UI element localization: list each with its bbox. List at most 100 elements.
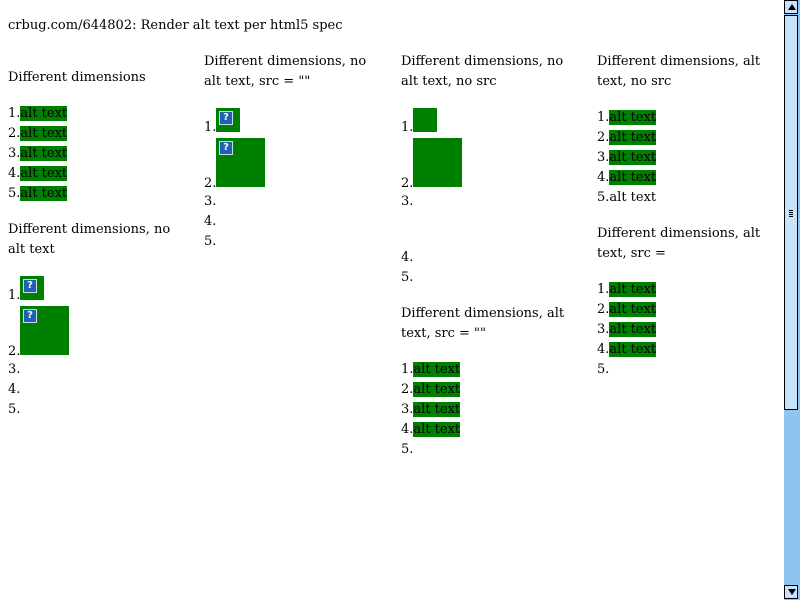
list-item: 3.alt text (401, 400, 461, 420)
broken-image: ? (20, 276, 44, 300)
scroll-up-button[interactable] (784, 0, 798, 14)
image-alt-text: alt text (609, 190, 657, 205)
image-alt-text: alt text (609, 110, 657, 125)
list-marker: 1. (8, 106, 21, 121)
list-item: 2.alt text (597, 300, 657, 320)
list-marker: 5. (204, 234, 217, 249)
arrow-down-icon (788, 589, 796, 595)
image-alt-text: alt text (609, 150, 657, 165)
list-marker: 2. (401, 382, 414, 397)
list-item: 2. (204, 174, 216, 194)
image-alt-text: alt text (20, 166, 68, 181)
list-marker: 4. (8, 382, 21, 397)
list-item: 1. (401, 118, 413, 138)
broken-image: ? (216, 108, 240, 132)
list-marker: 5. (597, 190, 610, 205)
image-alt-text: alt text (609, 342, 657, 357)
list-item: 5. (401, 440, 413, 460)
image-alt-text: alt text (609, 170, 657, 185)
list-marker: 2. (204, 176, 217, 191)
list-marker: 1. (597, 282, 610, 297)
list-item: 1.alt text (8, 104, 68, 124)
list-marker: 3. (597, 322, 610, 337)
image-alt-text: alt text (609, 302, 657, 317)
broken-image-icon: ? (23, 309, 37, 323)
list-item: 5. (8, 400, 20, 420)
list-marker: 2. (401, 176, 414, 191)
image-alt-text: alt text (413, 362, 461, 377)
list-marker: 2. (597, 130, 610, 145)
grip-icon (789, 212, 793, 213)
image-placeholder (413, 108, 437, 132)
section-heading-dims-alt-no-src: Different dimensions, alt text, no src (597, 54, 761, 89)
image-alt-text: alt text (20, 186, 68, 201)
list-marker: 5. (8, 402, 21, 417)
image-alt-text: alt text (20, 146, 68, 161)
list-item: 5. (401, 268, 413, 288)
list-item: 2. (8, 342, 20, 362)
list-marker: 4. (597, 170, 610, 185)
image-alt-text: alt text (609, 282, 657, 297)
broken-image-icon: ? (219, 141, 233, 155)
image-alt-text: alt text (20, 106, 68, 121)
list-marker: 4. (8, 166, 21, 181)
list-marker: 3. (8, 362, 21, 377)
list-marker: 5. (401, 270, 414, 285)
list-marker: 1. (8, 288, 21, 303)
list-item: 2.alt text (401, 380, 461, 400)
list-item: 1.alt text (401, 360, 461, 380)
broken-image-icon: ? (219, 111, 233, 125)
list-item: 2.alt text (597, 128, 657, 148)
list-item: 2.alt text (8, 124, 68, 144)
list-marker: 4. (204, 214, 217, 229)
list-item: 4.alt text (597, 340, 657, 360)
image-alt-text: alt text (413, 402, 461, 417)
section-heading-dims-no-alt: Different dimensions, no alt text (8, 222, 171, 257)
list-item: 4. (401, 248, 413, 268)
image-alt-text: alt text (413, 382, 461, 397)
section-heading-dims-alt-src-eq: Different dimensions, alt text, src = (597, 226, 761, 261)
list-marker: 3. (8, 146, 21, 161)
list-marker: 4. (401, 422, 414, 437)
section-heading-dims-alt-src-empty: Different dimensions, alt text, src = "" (401, 306, 565, 341)
list-marker: 5. (8, 186, 21, 201)
list-marker: 5. (597, 362, 610, 377)
list-item: 3. (401, 192, 413, 212)
list-marker: 4. (401, 250, 414, 265)
list-marker: 1. (401, 362, 414, 377)
list-item: 1.alt text (597, 280, 657, 300)
image-placeholder (413, 138, 462, 187)
list-marker: 2. (8, 344, 21, 359)
list-item: 1.alt text (597, 108, 657, 128)
list-item: 4. (204, 212, 216, 232)
list-item: 5. (204, 232, 216, 252)
list-item: 2. (401, 174, 413, 194)
vertical-scrollbar[interactable] (784, 0, 800, 600)
list-marker: 3. (597, 150, 610, 165)
list-item: 3. (8, 360, 20, 380)
broken-image: ? (20, 306, 69, 355)
list-item: 3. (204, 192, 216, 212)
broken-image-icon: ? (23, 279, 37, 293)
list-item: 3.alt text (597, 148, 657, 168)
section-heading-dims-no-alt-src-empty: Different dimensions, no alt text, src =… (204, 54, 367, 89)
list-marker: 3. (401, 402, 414, 417)
list-item: 5.alt text (597, 188, 656, 208)
list-item: 4. (8, 380, 20, 400)
image-alt-text: alt text (609, 322, 657, 337)
image-alt-text: alt text (413, 422, 461, 437)
list-marker: 1. (204, 120, 217, 135)
list-item: 1. (204, 118, 216, 138)
section-heading-dims-no-alt-no-src: Different dimensions, no alt text, no sr… (401, 54, 564, 89)
scrollbar-thumb[interactable] (784, 15, 798, 410)
image-alt-text: alt text (609, 130, 657, 145)
list-item: 4.alt text (8, 164, 68, 184)
list-item: 3.alt text (597, 320, 657, 340)
list-marker: 1. (401, 120, 414, 135)
scroll-down-button[interactable] (784, 585, 798, 599)
image-alt-text: alt text (20, 126, 68, 141)
list-item: 1. (8, 286, 20, 306)
list-item: 4.alt text (597, 168, 657, 188)
list-item: 5. (597, 360, 609, 380)
list-marker: 3. (204, 194, 217, 209)
